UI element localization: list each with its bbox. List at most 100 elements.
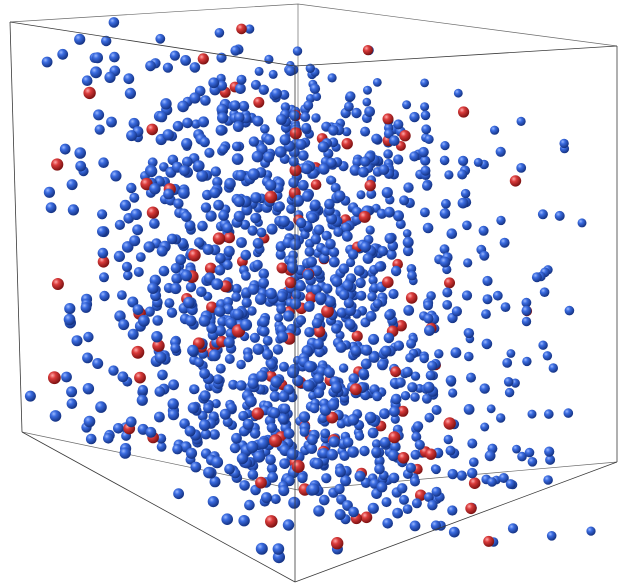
- atom-majority: [74, 33, 86, 45]
- atom-majority: [492, 290, 503, 301]
- atom-majority: [457, 197, 469, 209]
- atom-majority: [372, 78, 382, 87]
- atom-majority: [353, 265, 365, 276]
- atom-majority: [402, 229, 412, 238]
- atom-majority: [293, 194, 305, 206]
- atom-majority: [527, 409, 537, 419]
- atom-majority: [302, 379, 315, 392]
- atom-majority: [390, 414, 400, 424]
- atom-majority: [324, 295, 336, 308]
- atom-majority: [162, 129, 174, 141]
- atom-majority: [321, 230, 332, 241]
- atom-majority: [179, 165, 190, 177]
- atom-minority: [326, 411, 339, 424]
- atom-majority: [252, 343, 264, 355]
- atom-majority: [252, 259, 263, 271]
- atom-majority: [121, 261, 133, 272]
- atom-majority: [537, 209, 548, 220]
- atom-minority: [382, 276, 394, 289]
- atom-majority: [466, 372, 476, 383]
- atom-majority: [286, 448, 299, 460]
- atom-majority: [313, 373, 324, 384]
- atom-majority: [289, 298, 302, 310]
- atom-majority: [211, 278, 224, 290]
- atom-majority: [322, 283, 333, 294]
- atom-majority: [244, 24, 255, 34]
- atom-majority: [342, 127, 352, 137]
- atom-majority: [336, 307, 347, 318]
- atom-majority: [152, 315, 163, 326]
- atom-majority: [172, 120, 184, 132]
- atom-minority: [51, 278, 64, 290]
- atom-majority: [286, 261, 298, 273]
- atom-majority: [247, 283, 259, 295]
- atom-majority: [298, 411, 311, 423]
- atom-majority: [524, 447, 535, 458]
- atom-majority: [351, 107, 362, 119]
- atom-majority: [251, 150, 264, 163]
- atom-minority: [265, 515, 278, 528]
- atom-majority: [205, 210, 217, 222]
- atom-majority: [360, 358, 372, 370]
- atom-majority: [409, 151, 420, 162]
- atom-majority: [222, 222, 233, 234]
- atom-majority: [344, 101, 354, 112]
- atom-majority: [266, 422, 278, 433]
- atom-majority: [167, 398, 179, 410]
- atom-majority: [362, 253, 374, 264]
- atom-majority: [218, 210, 230, 221]
- atom-majority: [166, 233, 178, 245]
- atom-majority: [360, 156, 371, 167]
- atom-majority: [41, 56, 53, 68]
- atom-majority: [340, 222, 352, 234]
- atom-minority: [388, 431, 401, 444]
- atom-majority: [113, 423, 124, 434]
- atom-majority: [235, 380, 247, 391]
- atom-majority: [82, 383, 95, 395]
- atom-majority: [309, 83, 321, 94]
- atom-minority: [236, 23, 247, 35]
- atom-majority: [481, 338, 493, 350]
- atom-majority: [278, 215, 290, 227]
- atom-majority: [384, 206, 395, 218]
- atom-majority: [187, 402, 200, 414]
- atom-majority: [545, 454, 556, 465]
- atom-majority: [130, 208, 142, 220]
- atom-majority: [487, 477, 497, 487]
- atom-majority: [395, 219, 406, 230]
- atom-majority: [160, 98, 172, 110]
- atom-majority: [402, 236, 414, 248]
- atom-majority: [247, 469, 259, 481]
- atom-majority: [377, 359, 388, 371]
- atom-majority: [328, 256, 340, 268]
- atom-majority: [505, 479, 516, 489]
- atom-majority: [451, 306, 462, 317]
- atom-majority: [402, 366, 413, 378]
- atom-majority: [371, 439, 382, 449]
- atom-majority: [389, 406, 400, 417]
- atom-majority: [467, 467, 478, 479]
- atom-majority: [275, 249, 286, 260]
- atom-majority: [187, 344, 199, 357]
- atom-majority: [360, 126, 371, 137]
- atom-majority: [443, 434, 453, 445]
- atom-majority: [282, 519, 295, 531]
- atom-majority: [182, 156, 193, 168]
- atom-majority: [331, 323, 342, 334]
- atom-majority: [420, 78, 429, 88]
- atom-majority: [347, 446, 359, 458]
- atom-majority: [414, 439, 425, 450]
- atom-majority: [248, 136, 260, 147]
- atom-majority: [420, 165, 431, 176]
- atom-majority: [274, 146, 287, 158]
- atom-majority: [319, 494, 330, 506]
- atom-majority: [285, 65, 296, 77]
- atom-majority: [202, 244, 214, 255]
- atom-majority: [292, 46, 303, 56]
- atom-minority: [291, 459, 305, 473]
- atom-majority: [241, 297, 252, 308]
- atom-majority: [397, 483, 408, 494]
- atom-majority: [410, 449, 421, 460]
